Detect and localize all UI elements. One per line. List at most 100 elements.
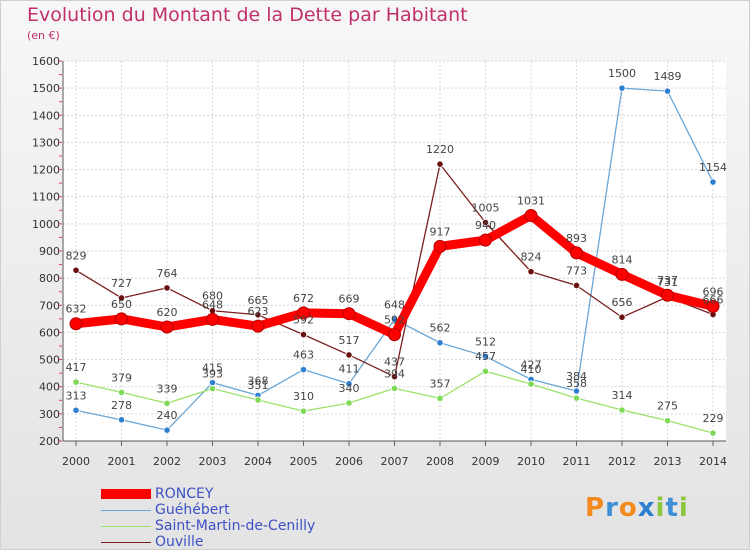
data-label: 275: [657, 400, 678, 413]
data-label: 665: [248, 294, 269, 307]
data-point: [160, 320, 174, 334]
chart-unit-label: (en €): [27, 29, 60, 42]
legend-label-guehebert: Guéhébert: [155, 502, 230, 518]
x-tick-label: 2010: [517, 455, 545, 468]
data-label: 314: [612, 389, 633, 402]
data-point: [436, 394, 444, 402]
data-point: [479, 233, 492, 247]
data-label: 727: [111, 277, 132, 290]
data-point: [254, 396, 262, 404]
logo-letter: P: [585, 493, 606, 523]
data-label: 340: [339, 382, 360, 395]
data-label: 656: [612, 296, 633, 309]
y-tick-label: 600: [39, 326, 60, 339]
data-label: 669: [339, 293, 360, 306]
x-tick-label: 2001: [108, 455, 136, 468]
data-label: 417: [66, 361, 87, 374]
data-label: 411: [339, 363, 360, 376]
data-label: 357: [430, 377, 451, 390]
data-point: [72, 406, 80, 414]
data-point: [345, 351, 353, 359]
data-point: [115, 312, 128, 326]
data-label: 313: [66, 389, 87, 402]
x-tick-label: 2009: [472, 455, 500, 468]
data-point: [117, 416, 126, 424]
data-point: [709, 429, 717, 437]
data-point: [481, 218, 490, 227]
data-label: 824: [521, 251, 542, 264]
data-label: 680: [202, 290, 223, 303]
x-tick-label: 2002: [153, 455, 181, 468]
data-label: 562: [430, 322, 451, 335]
data-label: 623: [248, 305, 269, 318]
data-point: [706, 299, 720, 313]
data-point: [436, 339, 444, 347]
x-tick-label: 2012: [608, 455, 636, 468]
data-point: [342, 307, 356, 321]
data-label: 592: [384, 314, 405, 327]
x-tick-label: 2014: [699, 455, 727, 468]
data-point: [251, 319, 265, 333]
y-tick-label: 1000: [32, 218, 60, 231]
data-label: 393: [202, 368, 223, 381]
data-label: 814: [612, 253, 633, 266]
legend-swatch-ouville: [101, 542, 151, 543]
data-label: 394: [384, 367, 405, 380]
data-point: [297, 306, 310, 320]
legend-swatch-roncey: [101, 489, 151, 499]
data-point: [615, 267, 629, 281]
data-point: [709, 178, 717, 186]
data-point: [254, 311, 262, 319]
data-point: [524, 208, 538, 222]
data-label: 1500: [608, 67, 636, 80]
data-point: [661, 288, 674, 302]
data-label: 310: [293, 390, 314, 403]
data-point: [206, 312, 219, 326]
data-label: 773: [566, 264, 587, 277]
data-label: 463: [293, 349, 314, 362]
data-point: [163, 284, 171, 292]
legend-swatch-guehebert: [101, 510, 151, 511]
legend-label-roncey: RONCEY: [155, 486, 214, 502]
y-tick-label: 1400: [32, 109, 60, 122]
y-tick-label: 1100: [32, 191, 60, 204]
data-point: [388, 328, 401, 342]
data-point: [481, 367, 490, 375]
data-point: [390, 373, 399, 381]
data-point: [345, 380, 353, 388]
data-point: [69, 317, 83, 331]
x-tick-label: 2006: [335, 455, 363, 468]
data-point: [572, 281, 581, 290]
data-label: 457: [475, 350, 496, 363]
y-tick-label: 1500: [32, 82, 60, 95]
logo-letter: x: [637, 493, 656, 523]
x-tick-label: 2005: [290, 455, 318, 468]
logo-letter: r: [605, 493, 619, 523]
data-point: [117, 294, 126, 302]
data-label: 731: [657, 276, 678, 289]
data-label: 940: [475, 219, 496, 232]
data-label: 648: [202, 298, 223, 311]
data-label: 368: [248, 374, 269, 387]
data-label: 650: [111, 298, 132, 311]
logo-letter: i: [678, 493, 689, 523]
data-label: 358: [566, 377, 587, 390]
data-point: [570, 246, 583, 260]
data-point: [618, 313, 626, 321]
y-tick-label: 400: [39, 381, 60, 394]
data-label: 229: [703, 412, 724, 425]
data-label: 240: [157, 409, 178, 422]
data-point: [572, 387, 581, 395]
data-point: [527, 268, 535, 276]
proxiti-logo: Proxiti: [585, 493, 689, 523]
data-point: [618, 406, 626, 414]
data-label: 512: [475, 335, 496, 348]
data-label: 592: [293, 314, 314, 327]
y-tick-label: 500: [39, 354, 60, 367]
data-label: 351: [248, 379, 269, 392]
y-tick-label: 300: [39, 408, 60, 421]
x-tick-label: 2007: [381, 455, 409, 468]
data-point: [618, 84, 626, 92]
data-point: [299, 407, 308, 415]
